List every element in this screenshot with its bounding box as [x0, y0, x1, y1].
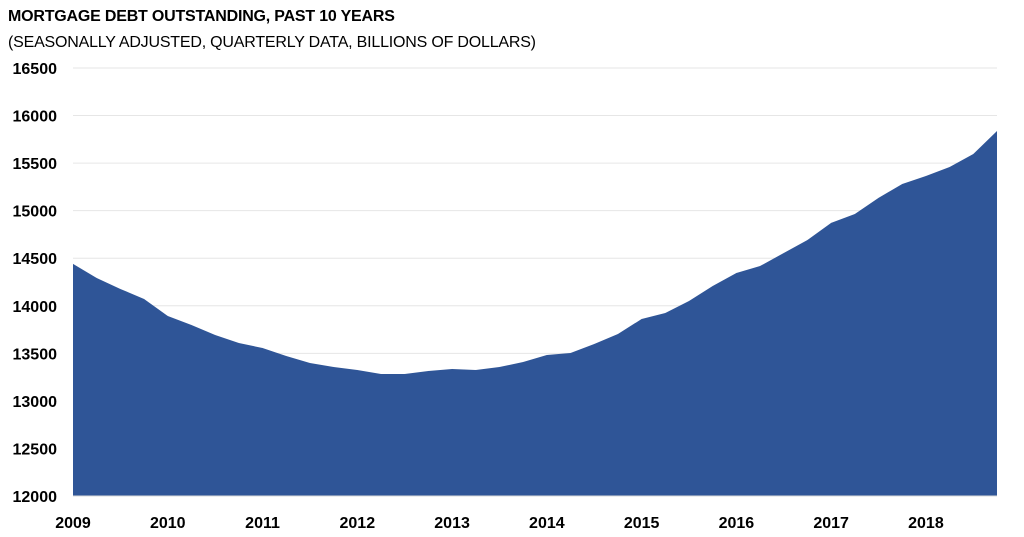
y-tick-label: 16000 — [13, 109, 58, 126]
y-tick-label: 13000 — [13, 394, 58, 411]
x-tick-label: 2012 — [340, 515, 376, 532]
y-tick-label: 13500 — [13, 346, 58, 363]
x-tick-label: 2018 — [908, 515, 944, 532]
y-tick-label: 15500 — [13, 156, 58, 173]
y-tick-label: 14000 — [13, 299, 58, 316]
x-tick-label: 2013 — [434, 515, 470, 532]
y-tick-label: 12000 — [13, 489, 58, 506]
chart-subtitle: (SEASONALLY ADJUSTED, QUARTERLY DATA, BI… — [8, 34, 536, 51]
x-tick-label: 2011 — [245, 515, 280, 532]
y-tick-label: 14500 — [13, 251, 58, 268]
y-tick-label: 16500 — [13, 61, 58, 78]
chart-title: MORTGAGE DEBT OUTSTANDING, PAST 10 YEARS — [8, 8, 395, 25]
x-tick-label: 2010 — [150, 515, 186, 532]
y-tick-label: 15000 — [13, 204, 58, 221]
x-tick-label: 2016 — [719, 515, 755, 532]
area-series — [73, 130, 997, 496]
x-tick-label: 2009 — [55, 515, 91, 532]
y-tick-label: 12500 — [13, 441, 58, 458]
x-tick-label: 2014 — [529, 515, 565, 532]
x-tick-label: 2015 — [624, 515, 660, 532]
x-tick-label: 2017 — [813, 515, 849, 532]
